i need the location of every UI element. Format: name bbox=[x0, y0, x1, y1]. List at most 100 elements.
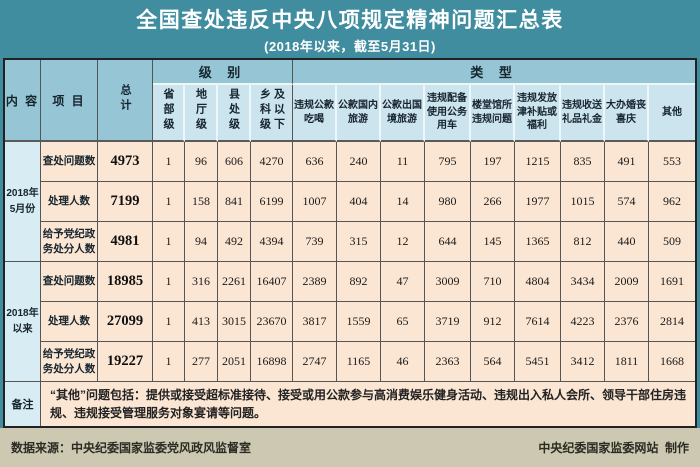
data-cell: 2389 bbox=[293, 262, 337, 302]
data-cell: 1668 bbox=[649, 342, 696, 382]
col-header-type-overseas-travel: 公款出国境旅游 bbox=[381, 85, 425, 142]
summary-table: 内 容 项 目 总计 级 别 类 型 省部级 地厅级 县处级 乡科级及以下 违规… bbox=[3, 58, 698, 428]
col-header-type-gifts: 违规收送礼品礼金 bbox=[561, 85, 605, 142]
note-text: “其他”问题包括：提供或接受超标准接待、接受或用公款参与高消费娱乐健身活动、违规… bbox=[41, 382, 696, 426]
data-cell: 962 bbox=[649, 182, 696, 222]
data-cell: 16407 bbox=[251, 262, 293, 302]
data-cell: 1977 bbox=[515, 182, 561, 222]
data-cell: 795 bbox=[425, 142, 471, 182]
total-cell: 18985 bbox=[98, 262, 153, 302]
col-header-total: 总计 bbox=[98, 60, 153, 142]
period-cell: 2018年以来 bbox=[5, 262, 41, 382]
data-cell: 491 bbox=[605, 142, 649, 182]
data-cell: 440 bbox=[605, 222, 649, 262]
col-header-content: 内 容 bbox=[5, 60, 41, 142]
col-header-total-label: 总计 bbox=[119, 83, 131, 114]
col-header-type-buildings: 楼堂馆所违规问题 bbox=[471, 85, 515, 142]
data-cell: 2376 bbox=[605, 302, 649, 342]
data-cell: 3817 bbox=[293, 302, 337, 342]
data-cell: 3434 bbox=[561, 262, 605, 302]
col-header-level-county: 县处级 bbox=[218, 85, 251, 142]
data-cell: 3015 bbox=[218, 302, 251, 342]
data-cell: 12 bbox=[381, 222, 425, 262]
header-sub-row: 省部级 地厅级 县处级 乡科级及以下 违规公款吃喝 公款国内旅游 公款出国境旅游… bbox=[5, 85, 696, 142]
data-cell: 1007 bbox=[293, 182, 337, 222]
total-cell: 4981 bbox=[98, 222, 153, 262]
data-cell: 4804 bbox=[515, 262, 561, 302]
data-cell: 492 bbox=[218, 222, 251, 262]
col-header-type-dining: 违规公款吃喝 bbox=[293, 85, 337, 142]
data-cell: 158 bbox=[185, 182, 218, 222]
data-cell: 553 bbox=[649, 142, 696, 182]
data-cell: 1215 bbox=[515, 142, 561, 182]
table-row: 2018年5月份 查处问题数 4973 1 96 606 4270 636 24… bbox=[5, 142, 696, 262]
data-cell: 3719 bbox=[425, 302, 471, 342]
header-group-row: 内 容 项 目 总计 级 别 类 型 bbox=[5, 60, 696, 142]
table-row: 给予党纪政务处分人数 4981 1 94 492 4394 739 315 12… bbox=[5, 222, 696, 262]
item-cell: 查处问题数 bbox=[41, 262, 98, 302]
note-row: 备注 “其他”问题包括：提供或接受超标准接待、接受或用公款参与高消费娱乐健身活动… bbox=[5, 382, 696, 426]
data-cell: 2261 bbox=[218, 262, 251, 302]
note-label: 备注 bbox=[5, 382, 41, 426]
data-cell: 2051 bbox=[218, 342, 251, 382]
data-cell: 240 bbox=[337, 142, 381, 182]
data-cell: 4394 bbox=[251, 222, 293, 262]
col-header-type-allowances: 违规发放津补贴或福利 bbox=[515, 85, 561, 142]
data-cell: 2814 bbox=[649, 302, 696, 342]
data-cell: 1 bbox=[153, 302, 185, 342]
data-cell: 912 bbox=[471, 302, 515, 342]
data-cell: 841 bbox=[218, 182, 251, 222]
item-cell: 给予党纪政务处分人数 bbox=[41, 342, 98, 382]
col-header-type-domestic-travel: 公款国内旅游 bbox=[337, 85, 381, 142]
data-cell: 7614 bbox=[515, 302, 561, 342]
level-label: 县处级 bbox=[227, 87, 240, 133]
data-cell: 197 bbox=[471, 142, 515, 182]
group-header-type: 类 型 bbox=[293, 60, 696, 85]
data-cell: 1365 bbox=[515, 222, 561, 262]
data-cell: 892 bbox=[337, 262, 381, 302]
total-cell: 7199 bbox=[98, 182, 153, 222]
table-row: 处理人数 7199 1 158 841 6199 1007 404 14 980… bbox=[5, 182, 696, 222]
data-cell: 606 bbox=[218, 142, 251, 182]
data-cell: 1559 bbox=[337, 302, 381, 342]
data-cell: 1 bbox=[153, 142, 185, 182]
data-cell: 739 bbox=[293, 222, 337, 262]
data-cell: 3009 bbox=[425, 262, 471, 302]
data-cell: 1 bbox=[153, 182, 185, 222]
data-cell: 2747 bbox=[293, 342, 337, 382]
data-cell: 1015 bbox=[561, 182, 605, 222]
group-header-level: 级 别 bbox=[153, 60, 293, 85]
col-header-type-weddings-funerals: 大办婚丧喜庆 bbox=[605, 85, 649, 142]
data-cell: 96 bbox=[185, 142, 218, 182]
level-label: 地厅级 bbox=[194, 87, 207, 133]
data-cell: 2363 bbox=[425, 342, 471, 382]
data-cell: 3412 bbox=[561, 342, 605, 382]
data-cell: 1 bbox=[153, 222, 185, 262]
data-cell: 4270 bbox=[251, 142, 293, 182]
data-cell: 6199 bbox=[251, 182, 293, 222]
data-cell: 2009 bbox=[605, 262, 649, 302]
col-header-type-official-cars: 违规配备使用公务用车 bbox=[425, 85, 471, 142]
data-cell: 644 bbox=[425, 222, 471, 262]
data-cell: 812 bbox=[561, 222, 605, 262]
data-cell: 315 bbox=[337, 222, 381, 262]
col-header-level-province: 省部级 bbox=[153, 85, 185, 142]
col-header-type-other: 其他 bbox=[649, 85, 696, 142]
page-subtitle: (2018年以来，截至5月31日) bbox=[264, 39, 436, 54]
data-cell: 94 bbox=[185, 222, 218, 262]
data-cell: 564 bbox=[471, 342, 515, 382]
data-cell: 266 bbox=[471, 182, 515, 222]
data-cell: 14 bbox=[381, 182, 425, 222]
table-row: 给予党纪政务处分人数 19227 1 277 2051 16898 2747 1… bbox=[5, 342, 696, 382]
data-cell: 710 bbox=[471, 262, 515, 302]
level-label: 省部级 bbox=[162, 87, 174, 133]
data-cell: 1811 bbox=[605, 342, 649, 382]
data-cell: 1691 bbox=[649, 262, 696, 302]
data-cell: 509 bbox=[649, 222, 696, 262]
data-cell: 4223 bbox=[561, 302, 605, 342]
data-cell: 574 bbox=[605, 182, 649, 222]
col-header-item: 项 目 bbox=[41, 60, 98, 142]
level-label: 乡科级及以下 bbox=[258, 87, 285, 133]
item-cell: 给予党纪政务处分人数 bbox=[41, 222, 98, 262]
total-cell: 19227 bbox=[98, 342, 153, 382]
